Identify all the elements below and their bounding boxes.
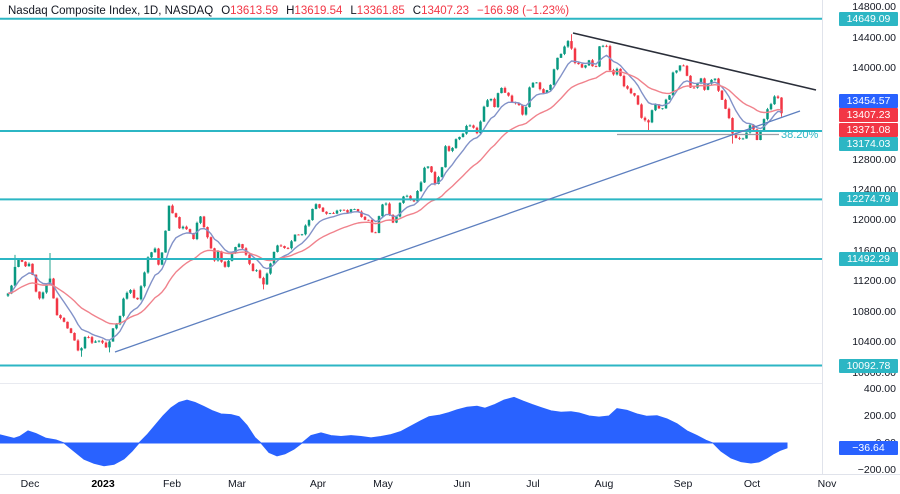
price-tick-label: 14000.00 [852, 62, 896, 75]
price-tick-label: 14400.00 [852, 31, 896, 44]
momentum-area [0, 396, 788, 467]
candlestick-chart[interactable] [0, 0, 822, 474]
price-tick-label: 12000.00 [852, 214, 896, 227]
change-value: −166.98 (−1.23%) [477, 5, 570, 17]
time-label-2023: 2023 [91, 478, 115, 490]
price-badge: 14649.09 [839, 11, 898, 26]
trendline-descending-resistance [572, 32, 817, 91]
time-label-sep: Sep [673, 478, 693, 490]
indicator-tick-label: 400.00 [863, 383, 896, 395]
price-badge: 10092.78 [839, 358, 898, 373]
price-badge: 12274.79 [839, 192, 898, 207]
price-badge: 13371.08 [839, 123, 898, 137]
price-badge: 13407.23 [839, 108, 898, 122]
price-tick-label: 10400.00 [852, 336, 896, 349]
time-label-jul: Jul [526, 478, 540, 490]
price-axis-separator [822, 0, 823, 474]
indicator-tick-label: 200.00 [863, 410, 896, 422]
ma-line [7, 70, 782, 325]
time-label-nov: Nov [817, 478, 837, 490]
indicator-pane [0, 396, 788, 467]
indicator-value-badge: −36.64 [839, 440, 898, 455]
candles-layer [6, 34, 783, 357]
price-badge: 13174.03 [839, 137, 898, 151]
ohlc-close: C13407.23 [412, 5, 470, 17]
ma-line [7, 54, 782, 341]
price-tick-label: 12800.00 [852, 153, 896, 166]
indicator-tick-label: −200.00 [857, 464, 896, 476]
price-badge: 13454.57 [839, 94, 898, 108]
fib-38-label[interactable]: 38.20% [781, 129, 819, 141]
time-label-dec: Dec [20, 478, 40, 490]
pane-separator[interactable] [0, 383, 822, 384]
ohlc-open: O13613.59 [221, 5, 279, 17]
symbol-title[interactable]: Nasdaq Composite Index, 1D, NASDAQ [8, 5, 214, 17]
time-axis-separator [0, 474, 900, 475]
price-tick-label: 11200.00 [852, 275, 896, 288]
time-label-jun: Jun [453, 478, 471, 490]
symbol-legend: Nasdaq Composite Index, 1D, NASDAQ O13613… [8, 5, 569, 17]
time-label-aug: Aug [594, 478, 614, 490]
time-label-mar: Mar [227, 478, 247, 490]
time-label-oct: Oct [743, 478, 761, 490]
price-tick-label: 14800.00 [852, 1, 896, 14]
price-badge: 11492.29 [839, 252, 898, 266]
time-label-may: May [373, 478, 393, 490]
trendline-ascending-support [114, 110, 801, 353]
price-pane [6, 34, 783, 357]
time-label-feb: Feb [162, 478, 182, 490]
ohlc-low: L13361.85 [350, 5, 405, 17]
price-tick-label: 10800.00 [852, 305, 896, 318]
time-label-apr: Apr [309, 478, 327, 490]
ohlc-high: H13619.54 [286, 5, 343, 17]
